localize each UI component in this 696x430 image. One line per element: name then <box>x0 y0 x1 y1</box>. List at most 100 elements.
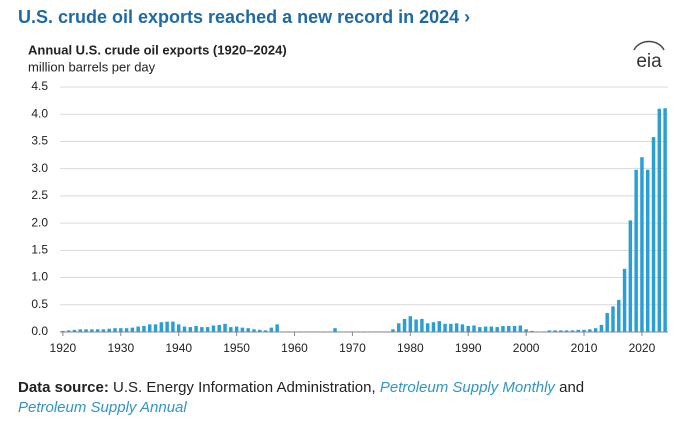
y-tick-label: 2.5 <box>31 188 48 202</box>
bar <box>483 326 488 332</box>
bar <box>449 323 453 332</box>
x-tick-label: 1930 <box>107 341 134 355</box>
bar <box>78 329 83 332</box>
bar <box>310 331 314 332</box>
bar <box>350 331 355 332</box>
bar <box>269 327 274 332</box>
source-link[interactable]: Petroleum Supply Monthly <box>379 379 555 396</box>
bar <box>588 329 592 332</box>
bar <box>651 137 656 332</box>
bar <box>107 328 111 332</box>
logo-arc <box>633 40 665 51</box>
bar <box>379 331 384 332</box>
source-conjunction: and <box>559 379 585 396</box>
bar <box>142 326 146 332</box>
bar <box>547 330 552 332</box>
x-tick-label: 1980 <box>397 341 424 355</box>
bar <box>176 324 181 332</box>
bar <box>298 331 303 332</box>
bar <box>593 328 598 332</box>
bar <box>535 331 540 332</box>
bar <box>663 108 667 332</box>
bar <box>240 327 245 332</box>
bar <box>136 326 140 332</box>
x-tick-label: 1950 <box>223 341 250 355</box>
bar <box>159 322 164 332</box>
bar <box>622 268 627 332</box>
y-tick-label: 4.5 <box>31 79 48 93</box>
bar <box>489 326 494 332</box>
bar <box>559 330 563 332</box>
headline[interactable]: U.S. crude oil exports reached a new rec… <box>18 7 470 27</box>
bar <box>281 331 285 332</box>
bar <box>472 325 476 332</box>
bar <box>385 331 389 332</box>
bar <box>339 331 343 332</box>
bar <box>315 331 320 332</box>
bar <box>368 331 372 332</box>
logo: eia <box>636 51 662 72</box>
bar <box>113 328 117 332</box>
bar <box>356 331 360 332</box>
x-tick-label: 1970 <box>339 341 366 355</box>
bar <box>286 331 291 332</box>
bar <box>229 327 233 332</box>
bar <box>153 324 158 332</box>
bar <box>292 331 297 332</box>
bar <box>66 330 71 332</box>
bar <box>397 323 401 332</box>
bar <box>564 330 569 332</box>
bar <box>333 328 337 332</box>
bar <box>275 324 279 332</box>
bar <box>443 323 447 332</box>
bar <box>344 331 349 332</box>
bar <box>512 326 517 332</box>
bar <box>90 329 94 332</box>
bar <box>576 329 580 332</box>
bar <box>460 324 465 332</box>
bar <box>495 327 499 332</box>
bar <box>524 329 528 332</box>
bar <box>402 318 407 332</box>
bar <box>373 331 378 332</box>
bar <box>466 326 470 332</box>
bar <box>640 157 644 332</box>
x-tick-label: 2020 <box>629 341 656 355</box>
y-tick-label: 0.0 <box>31 324 48 338</box>
x-tick-label: 1990 <box>455 341 482 355</box>
x-tick-label: 1940 <box>165 341 192 355</box>
y-tick-label: 3.0 <box>31 161 48 175</box>
bar <box>188 327 193 332</box>
x-tick-label: 1960 <box>281 341 308 355</box>
bar <box>628 220 633 332</box>
bar <box>431 322 436 332</box>
bar <box>234 326 239 332</box>
footnote: Data source: U.S. Energy Information Adm… <box>18 378 678 418</box>
bar <box>200 327 204 332</box>
x-tick-label: 2000 <box>513 341 540 355</box>
bar <box>437 321 442 332</box>
bar <box>617 299 621 332</box>
bar <box>171 321 175 332</box>
bar <box>478 327 482 332</box>
bar <box>72 329 77 332</box>
bar <box>657 108 662 333</box>
bar <box>420 318 424 332</box>
bar <box>217 324 221 332</box>
bar <box>263 330 268 332</box>
bar <box>362 331 366 332</box>
bar <box>84 329 88 332</box>
bar <box>327 331 331 332</box>
chart-subtitle: million barrels per day <box>28 59 156 74</box>
source-link[interactable]: Petroleum Supply Annual <box>18 399 187 416</box>
bar <box>541 331 546 332</box>
bar <box>414 319 418 332</box>
bar <box>194 326 198 332</box>
bar <box>611 306 615 332</box>
bar <box>321 331 326 332</box>
source-label: Data source: <box>18 379 109 396</box>
bar <box>119 328 123 332</box>
